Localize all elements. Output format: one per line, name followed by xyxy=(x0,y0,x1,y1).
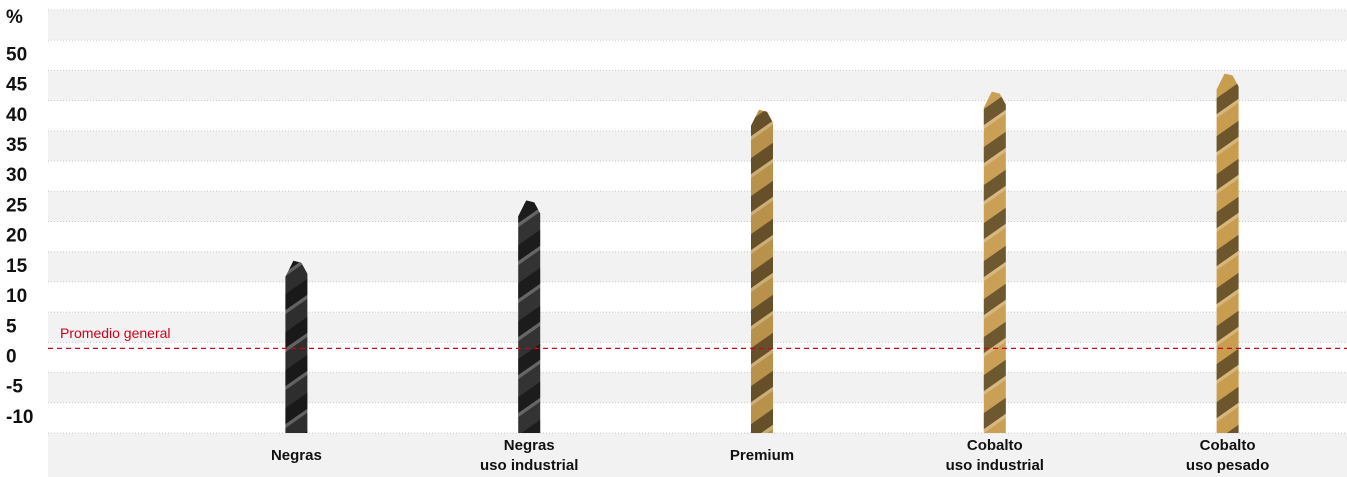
x-tick-label: Cobalto xyxy=(967,437,1023,454)
band xyxy=(48,40,1347,71)
drill-twist xyxy=(983,91,1006,433)
x-tick-label: Negras xyxy=(271,447,322,464)
y-axis-label: % xyxy=(6,7,23,28)
x-tick-label: uso industrial xyxy=(480,457,578,474)
band xyxy=(48,402,1347,433)
band xyxy=(48,251,1347,282)
band xyxy=(48,191,1347,222)
band xyxy=(48,100,1347,131)
band xyxy=(48,221,1347,252)
band xyxy=(48,281,1347,313)
x-tick-label: Premium xyxy=(730,447,794,464)
y-tick-label: 50 xyxy=(6,44,27,65)
y-tick-label: -10 xyxy=(6,407,33,428)
y-tick-label: 15 xyxy=(6,256,28,277)
band xyxy=(48,10,1347,41)
y-tick-label: 25 xyxy=(6,195,28,216)
y-tick-label: 40 xyxy=(6,105,27,126)
y-tick-label: 20 xyxy=(6,226,27,247)
x-tick-label: uso pesado xyxy=(1186,457,1269,474)
y-tick-label: -5 xyxy=(6,377,23,398)
y-tick-label: 0 xyxy=(6,346,17,367)
y-tick-label: 5 xyxy=(6,316,17,337)
y-tick-label: 35 xyxy=(6,135,28,156)
band xyxy=(48,161,1347,192)
band xyxy=(48,372,1347,403)
drill-twist xyxy=(751,109,773,433)
y-tick-label: 30 xyxy=(6,165,27,186)
band xyxy=(48,342,1347,373)
category-band xyxy=(48,433,1347,477)
drill-twist xyxy=(518,200,541,433)
drill-twist xyxy=(285,260,308,433)
drill-twist xyxy=(1216,73,1239,433)
band xyxy=(48,312,1347,343)
y-tick-label: 10 xyxy=(6,286,27,307)
reference-label: Promedio general xyxy=(60,325,171,341)
y-tick-label: 45 xyxy=(6,75,28,96)
x-tick-label: uso industrial xyxy=(946,457,1044,474)
x-tick-label: Cobalto xyxy=(1200,437,1256,454)
band xyxy=(48,130,1347,162)
band xyxy=(48,70,1347,101)
x-tick-label: Negras xyxy=(504,437,555,454)
